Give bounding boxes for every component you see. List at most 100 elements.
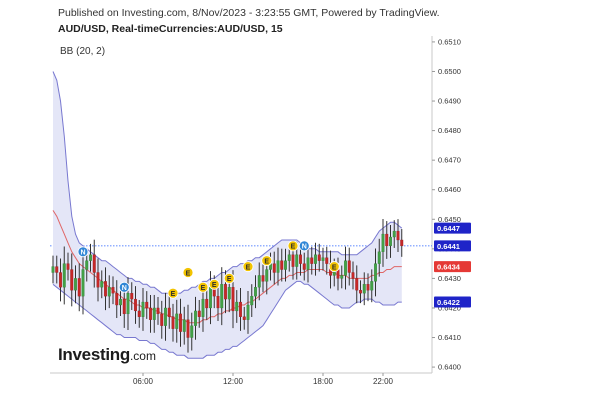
candle-body[interactable] <box>366 284 370 291</box>
candle-body[interactable] <box>137 310 141 317</box>
candle-body[interactable] <box>201 298 205 317</box>
candle-body[interactable] <box>385 233 389 247</box>
candle-body[interactable] <box>340 275 344 279</box>
candle-body[interactable] <box>235 301 239 312</box>
candle-body[interactable] <box>257 275 261 288</box>
candle-body[interactable] <box>111 287 115 294</box>
candle-body[interactable] <box>134 298 137 312</box>
candle-body[interactable] <box>321 257 325 261</box>
time-axis[interactable]: 06:00 12:00 18:00 22:00 <box>133 373 394 386</box>
candle-body[interactable] <box>276 260 280 273</box>
economic-event-marker[interactable] <box>287 240 299 252</box>
candle-body[interactable] <box>284 260 287 270</box>
candle-body[interactable] <box>254 287 257 297</box>
candle-body[interactable] <box>92 254 96 273</box>
economic-event-marker[interactable] <box>197 281 209 293</box>
candle-body[interactable] <box>175 313 179 329</box>
candle-body[interactable] <box>122 298 126 315</box>
candle-body[interactable] <box>231 287 235 312</box>
candle-body[interactable] <box>130 293 134 300</box>
economic-event-marker[interactable] <box>242 261 254 272</box>
candle-body[interactable] <box>295 254 299 267</box>
candle-body[interactable] <box>280 260 284 270</box>
candle-body[interactable] <box>314 254 317 264</box>
candle-body[interactable] <box>224 284 227 300</box>
candle-body[interactable] <box>242 316 246 320</box>
candles[interactable] <box>51 218 404 353</box>
candle-body[interactable] <box>377 251 381 264</box>
economic-event-marker[interactable] <box>208 278 220 290</box>
candle-body[interactable] <box>197 310 201 317</box>
economic-event-marker[interactable] <box>223 273 235 284</box>
candle-body[interactable] <box>400 239 404 247</box>
candle-body[interactable] <box>100 281 104 288</box>
candle-body[interactable] <box>344 260 347 276</box>
candle-body[interactable] <box>179 313 182 332</box>
candle-body[interactable] <box>306 257 310 270</box>
candle-body[interactable] <box>171 316 175 329</box>
candle-body[interactable] <box>351 272 355 279</box>
candle-body[interactable] <box>299 254 302 264</box>
candle-body[interactable] <box>77 278 81 297</box>
candle-body[interactable] <box>227 287 231 300</box>
candle-body[interactable] <box>272 263 276 273</box>
candle-body[interactable] <box>359 290 362 294</box>
candle-body[interactable] <box>194 310 197 326</box>
candle-body[interactable] <box>362 284 366 294</box>
candle-body[interactable] <box>119 298 122 306</box>
candle-body[interactable] <box>325 257 329 264</box>
candle-body[interactable] <box>51 266 55 273</box>
candle-body[interactable] <box>115 293 119 306</box>
price-axis[interactable]: 0.64000.64100.64200.64300.64400.64500.64… <box>432 37 461 372</box>
candle-body[interactable] <box>220 284 224 309</box>
candle-body[interactable] <box>104 281 107 297</box>
candle-body[interactable] <box>205 298 209 309</box>
economic-event-marker[interactable] <box>182 267 194 278</box>
candle-body[interactable] <box>152 307 156 320</box>
news-event-marker[interactable] <box>298 240 310 252</box>
candle-body[interactable] <box>186 319 190 338</box>
candle-body[interactable] <box>287 254 291 261</box>
candle-body[interactable] <box>396 230 400 241</box>
candle-body[interactable] <box>246 304 250 320</box>
economic-event-marker[interactable] <box>261 255 273 267</box>
economic-event-marker[interactable] <box>328 261 340 272</box>
candle-body[interactable] <box>156 307 160 315</box>
news-event-marker[interactable] <box>118 281 130 293</box>
candle-body[interactable] <box>145 301 149 309</box>
candle-body[interactable] <box>70 269 74 291</box>
candle-body[interactable] <box>216 295 220 309</box>
candle-body[interactable] <box>59 272 62 288</box>
candle-body[interactable] <box>250 295 254 306</box>
candle-body[interactable] <box>239 301 242 317</box>
candle-body[interactable] <box>182 319 186 332</box>
candle-body[interactable] <box>302 263 306 270</box>
candle-body[interactable] <box>347 260 351 273</box>
candle-body[interactable] <box>81 269 85 297</box>
candle-body[interactable] <box>74 278 77 291</box>
economic-event-marker[interactable] <box>167 287 179 299</box>
candle-body[interactable] <box>261 275 265 282</box>
candle-body[interactable] <box>310 257 314 264</box>
candle-body[interactable] <box>291 254 295 267</box>
candle-body[interactable] <box>317 254 321 261</box>
candle-body[interactable] <box>265 269 269 282</box>
candle-body[interactable] <box>96 272 100 288</box>
candle-body[interactable] <box>190 325 194 338</box>
candle-body[interactable] <box>62 263 66 288</box>
candle-body[interactable] <box>66 263 70 270</box>
candle-body[interactable] <box>85 260 89 270</box>
candle-body[interactable] <box>89 254 92 261</box>
candle-body[interactable] <box>389 236 392 247</box>
candle-body[interactable] <box>355 278 359 291</box>
candle-body[interactable] <box>374 263 377 282</box>
candle-body[interactable] <box>167 307 171 317</box>
candle-body[interactable] <box>55 266 59 273</box>
candle-body[interactable] <box>209 287 212 309</box>
candle-body[interactable] <box>164 307 167 326</box>
candle-body[interactable] <box>107 287 111 297</box>
candle-body[interactable] <box>370 281 374 291</box>
candle-body[interactable] <box>126 293 130 315</box>
